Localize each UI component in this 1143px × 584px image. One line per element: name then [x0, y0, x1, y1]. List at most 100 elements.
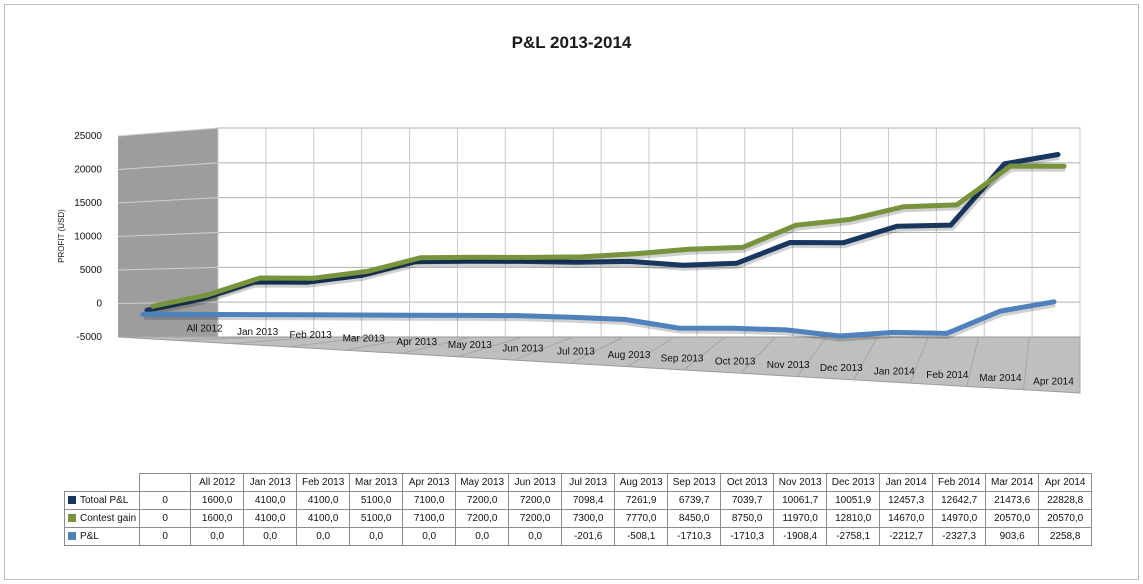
table-cell: 1600,0 [190, 491, 245, 510]
table-cell: 4100,0 [243, 491, 298, 510]
series-line [140, 299, 1057, 339]
legend-label: P&L [80, 531, 99, 542]
legend-entry: P&L [63, 527, 141, 546]
table-column-header: Jul 2013 [561, 473, 616, 492]
table-cell: 0,0 [402, 527, 457, 546]
x-tick-label: Mar 2014 [979, 373, 1022, 384]
table-column-header: Sep 2013 [667, 473, 722, 492]
table-cell: 0,0 [243, 527, 298, 546]
x-tick-label: Nov 2013 [767, 360, 810, 371]
table-column-header [139, 473, 192, 492]
table-cell: 12457,3 [879, 491, 934, 510]
table-column-header: Aug 2013 [614, 473, 669, 492]
table-cell: -2758,1 [826, 527, 881, 546]
floor-gridline [1022, 336, 1030, 390]
x-tick-label: Feb 2013 [290, 330, 333, 341]
y-tick-label: 0 [96, 299, 102, 310]
legend-label: Contest gain [80, 513, 137, 524]
table-cell: 0 [139, 509, 192, 528]
x-tick-label: Jan 2013 [237, 327, 279, 338]
table-cell: 7300,0 [561, 509, 616, 528]
gridline [117, 266, 219, 271]
table-cell: 903,6 [985, 527, 1040, 546]
x-tick-label: Mar 2013 [343, 334, 386, 345]
table-column-header: Apr 2013 [402, 473, 457, 492]
table-cell: 4100,0 [243, 509, 298, 528]
y-tick-label: -5000 [76, 332, 102, 343]
legend-key [68, 496, 76, 505]
table-cell: 8450,0 [667, 509, 722, 528]
floor-gridline [853, 336, 878, 381]
x-tick-label: May 2013 [448, 340, 492, 351]
floor-gridline [513, 336, 574, 361]
floor-gridline [740, 336, 777, 374]
table-column-header: Mar 2014 [985, 473, 1040, 492]
table-column-header: Apr 2014 [1038, 473, 1093, 492]
table-cell: 8750,0 [720, 509, 775, 528]
table-cell: 1600,0 [190, 509, 245, 528]
floor-gridline [683, 336, 726, 371]
y-tick-label: 10000 [74, 232, 102, 243]
legend-label: Totoal P&L [80, 495, 129, 506]
table-cell: 0,0 [349, 527, 404, 546]
table-column-header: Dec 2013 [826, 473, 881, 492]
table-cell: 0 [139, 491, 192, 510]
table-column-header: Feb 2014 [932, 473, 987, 492]
table-column-header: Mar 2013 [349, 473, 404, 492]
table-cell: -1908,4 [773, 527, 828, 546]
y-tick-label: 20000 [74, 165, 102, 176]
table-cell: 7200,0 [455, 509, 510, 528]
table-column-header: All 2012 [190, 473, 245, 492]
table-cell: 14970,0 [932, 509, 987, 528]
table-column-header: Nov 2013 [773, 473, 828, 492]
y-tick-label: 15000 [74, 198, 102, 209]
table-cell: -2212,7 [879, 527, 934, 546]
table-cell: 7200,0 [508, 491, 563, 510]
table-cell: 0,0 [508, 527, 563, 546]
table-header-row: All 2012 Jan 2013 Feb 2013 Mar 2013 Apr 2013… [64, 473, 1093, 492]
table-column-header: Jan 2014 [879, 473, 934, 492]
data-table: All 2012 Jan 2013 Feb 2013 Mar 2013 Apr 2013… [63, 473, 1093, 546]
floor [117, 336, 1081, 394]
table-cell: 4100,0 [296, 491, 351, 510]
table-cell: 22828,8 [1038, 491, 1093, 510]
table-cell: 7200,0 [455, 491, 510, 510]
x-tick-label: Apr 2013 [396, 337, 437, 348]
legend-entry: Contest gain [63, 509, 141, 528]
floor-gridline [570, 336, 624, 364]
table-cell: 11970,0 [773, 509, 828, 528]
table-cell: 0 [139, 527, 192, 546]
table-cell: 7100,0 [402, 509, 457, 528]
floor-gridline [796, 336, 827, 377]
gridline [117, 197, 219, 204]
y-tick-label: 25000 [74, 131, 102, 142]
table-column-header: May 2013 [455, 473, 510, 492]
x-tick-label: Feb 2014 [926, 370, 969, 381]
x-tick-label: Dec 2013 [820, 363, 863, 374]
floor-gridline [909, 336, 929, 384]
table-cell: 7100,0 [402, 491, 457, 510]
floor-gridline [966, 336, 980, 387]
table-cell: 2258,8 [1038, 527, 1093, 546]
floor-gridline [344, 336, 421, 351]
x-tick-label: Oct 2013 [715, 357, 756, 368]
table-cell: 7200,0 [508, 509, 563, 528]
table-cell: -508,1 [614, 527, 669, 546]
table-cell: 20570,0 [1038, 509, 1093, 528]
table-cell: 7098,4 [561, 491, 616, 510]
x-tick-label: All 2012 [186, 324, 223, 335]
floor-gridline [287, 336, 371, 348]
table-cell: -201,6 [561, 527, 616, 546]
table-cell: 0,0 [190, 527, 245, 546]
floor-gridline [231, 336, 320, 345]
table-cell: 12642,7 [932, 491, 987, 510]
table-cell: 20570,0 [985, 509, 1040, 528]
table-cell: 6739,7 [667, 491, 722, 510]
x-tick-label: Jan 2014 [874, 366, 916, 377]
table-column-header: Feb 2013 [296, 473, 351, 492]
gridline [117, 232, 219, 237]
table-cell: 10061,7 [773, 491, 828, 510]
table-column-header: Jan 2013 [243, 473, 298, 492]
table-cell: 7261,9 [614, 491, 669, 510]
floor-gridline [457, 336, 523, 358]
